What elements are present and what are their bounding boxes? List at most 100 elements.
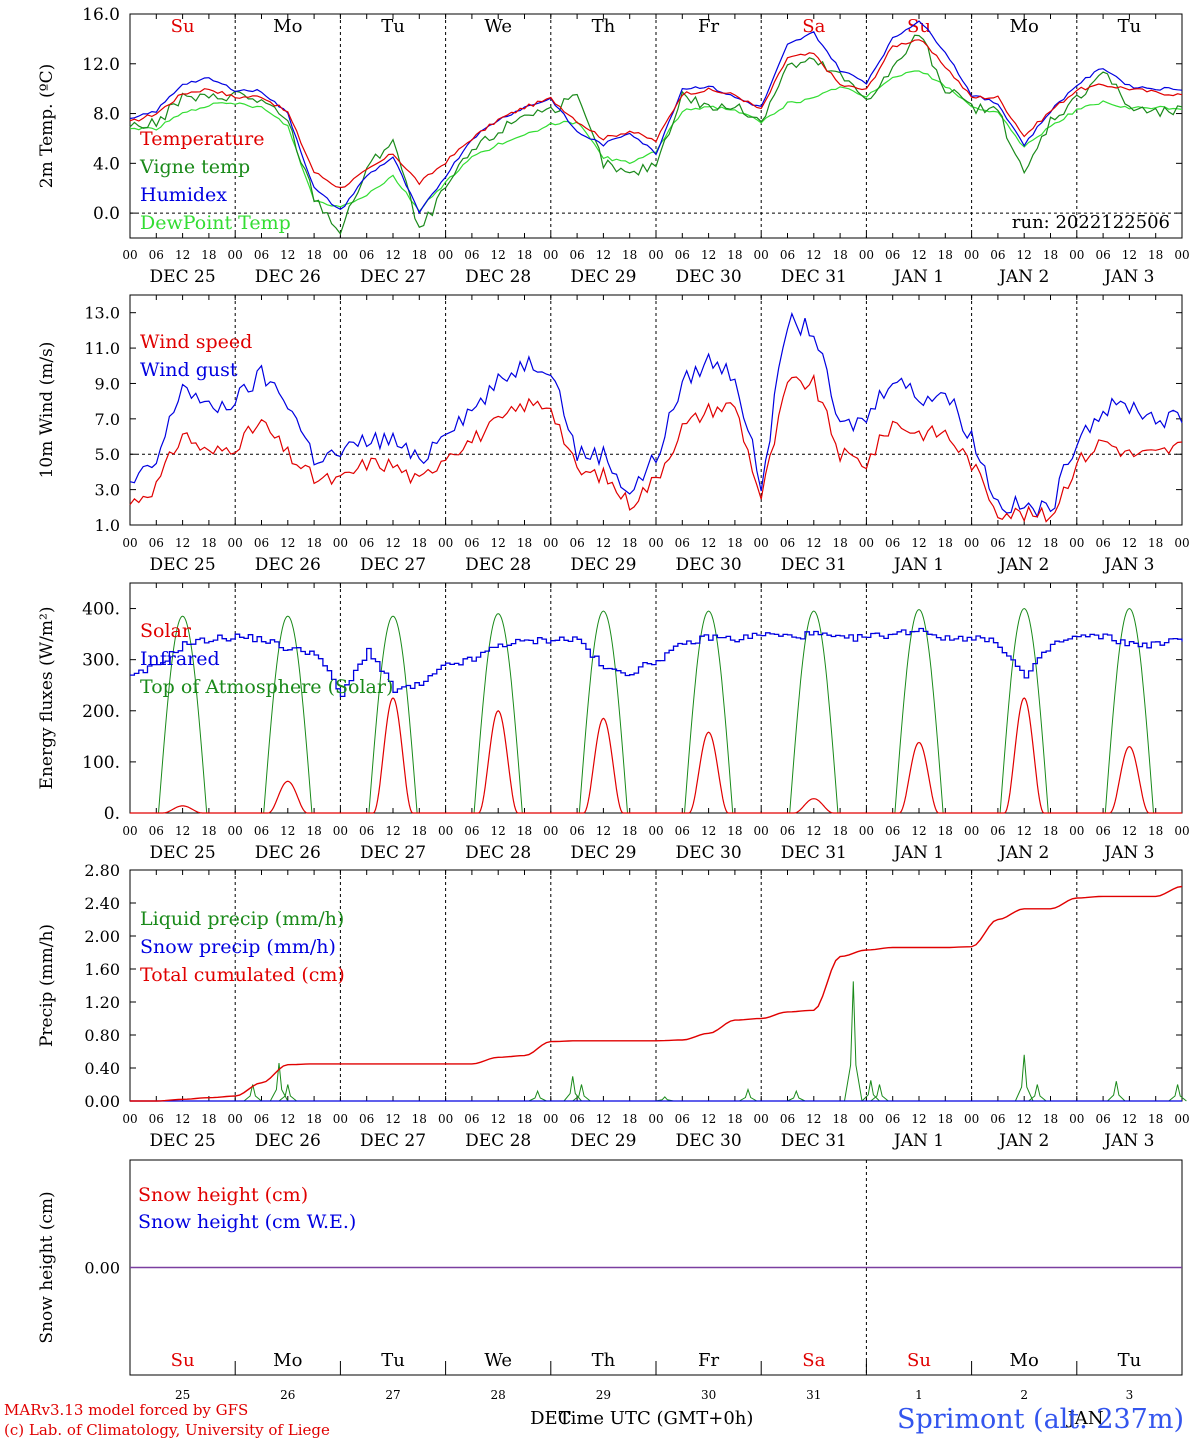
y-tick-label: 0.0 <box>93 204 120 224</box>
hour-tick-label: 12 <box>1017 536 1032 550</box>
hour-tick-label: 06 <box>464 1112 479 1126</box>
weekday-label: Tu <box>381 16 405 37</box>
hour-tick-label: 12 <box>385 248 400 262</box>
hour-tick-label: 06 <box>254 248 269 262</box>
hour-tick-label: 06 <box>675 536 690 550</box>
hour-tick-label: 06 <box>359 824 374 838</box>
hour-tick-label: 18 <box>938 824 953 838</box>
hour-tick-label: 12 <box>701 248 716 262</box>
panel-3: 400. 300. 200. 100. 0. Energy fluxes (W/m²) 00… <box>37 582 1190 863</box>
series-line-vigne-temp <box>129 34 1183 236</box>
hour-tick-label: 00 <box>1069 824 1084 838</box>
date-label: JAN 3 <box>1102 555 1154 575</box>
hour-tick-label: 18 <box>201 248 216 262</box>
hour-tick-label: 00 <box>648 536 663 550</box>
hour-tick-label: 18 <box>832 248 847 262</box>
legend-entry: Snow precip (mm/h) <box>140 936 336 958</box>
time-axis-label: Time UTC (GMT+0h) <box>559 1408 754 1429</box>
weekday-label: Su <box>907 1350 931 1371</box>
y-tick-label: 1.60 <box>84 960 120 979</box>
hour-tick-label: 06 <box>885 248 900 262</box>
station-name: Sprimont (alt. 237m) <box>897 1404 1184 1435</box>
hour-tick-label: 06 <box>569 824 584 838</box>
hour-tick-label: 00 <box>1069 536 1084 550</box>
liquid-precip-peak <box>572 1084 591 1102</box>
hour-tick-label: 06 <box>990 1112 1005 1126</box>
hour-tick-label: 12 <box>491 248 506 262</box>
solar-curve <box>656 731 762 814</box>
hour-tick-label: 12 <box>175 536 190 550</box>
date-label: DEC 28 <box>465 267 531 287</box>
date-label: JAN 2 <box>997 1131 1049 1151</box>
y-tick-label: 1.20 <box>84 993 120 1012</box>
hour-tick-label: 18 <box>727 824 742 838</box>
hour-tick-label: 18 <box>517 1112 532 1126</box>
liquid-precip-peak <box>1014 1054 1034 1102</box>
hour-tick-label: 12 <box>280 536 295 550</box>
weekday-label: Th <box>592 1350 616 1371</box>
y-axis-label: Energy fluxes (W/m²) <box>37 607 57 790</box>
hour-tick-label: 18 <box>727 1112 742 1126</box>
y-tick-label: 2.80 <box>84 861 120 880</box>
date-label: JAN 1 <box>892 267 944 287</box>
hour-tick-label: 00 <box>964 824 979 838</box>
toa-solar-curve <box>445 613 551 814</box>
hour-tick-label: 00 <box>333 536 348 550</box>
hour-tick-label: 18 <box>938 248 953 262</box>
hour-tick-label: 18 <box>201 1112 216 1126</box>
y-axis-label: 10m Wind (m/s) <box>37 342 57 479</box>
date-label: DEC 25 <box>150 843 216 863</box>
date-label: DEC 31 <box>781 267 847 287</box>
hour-tick-label: 18 <box>1043 248 1058 262</box>
liquid-precip-peak <box>278 1084 297 1102</box>
legend-entry: Snow height (cm) <box>138 1184 308 1206</box>
hour-tick-label: 18 <box>832 536 847 550</box>
hour-tick-label: 00 <box>228 248 243 262</box>
hour-tick-label: 06 <box>359 1112 374 1126</box>
hour-tick-label: 18 <box>727 248 742 262</box>
y-tick-label: 4.0 <box>93 154 120 174</box>
hour-tick-label: 06 <box>464 824 479 838</box>
hour-tick-label: 06 <box>569 248 584 262</box>
hour-tick-label: 06 <box>1095 536 1110 550</box>
date-label: JAN 3 <box>1102 1131 1154 1151</box>
hour-tick-label: 12 <box>491 824 506 838</box>
liquid-precip-peak <box>269 1062 289 1102</box>
hour-tick-label: 00 <box>754 536 769 550</box>
date-label: DEC 27 <box>360 843 426 863</box>
hour-tick-label: 12 <box>701 824 716 838</box>
hour-tick-label: 00 <box>543 1112 558 1126</box>
y-tick-label: 2.40 <box>84 894 120 913</box>
hour-tick-label: 06 <box>780 1112 795 1126</box>
infrared-line <box>130 627 1183 698</box>
hour-tick-label: 06 <box>254 824 269 838</box>
y-tick-label: 16.0 <box>82 5 120 25</box>
hour-tick-label: 12 <box>596 824 611 838</box>
y-tick-label: 3.0 <box>95 481 120 500</box>
legend-entry: DewPoint Temp <box>140 212 291 234</box>
weekday-label: Th <box>592 16 616 37</box>
y-tick-label: 9.0 <box>95 374 120 393</box>
hour-tick-label: 06 <box>149 536 164 550</box>
date-label: DEC 27 <box>360 555 426 575</box>
hour-tick-label: 12 <box>1017 1112 1032 1126</box>
hour-tick-label: 18 <box>306 536 321 550</box>
hour-tick-label: 00 <box>122 248 137 262</box>
hour-tick-label: 00 <box>122 1112 137 1126</box>
hour-tick-label: 00 <box>859 1112 874 1126</box>
hour-tick-label: 06 <box>254 1112 269 1126</box>
hour-tick-label: 18 <box>412 248 427 262</box>
y-tick-label: 0.40 <box>84 1059 120 1078</box>
weekday-label: Sa <box>802 16 825 37</box>
hour-tick-label: 12 <box>911 824 926 838</box>
solar-curve <box>550 717 656 814</box>
hour-tick-label: 12 <box>596 536 611 550</box>
y-tick-label: 0.80 <box>84 1026 120 1045</box>
date-label: DEC 25 <box>150 1131 216 1151</box>
liquid-precip-peak <box>528 1089 547 1102</box>
hour-tick-label: 00 <box>438 824 453 838</box>
hour-tick-label: 12 <box>1122 248 1137 262</box>
date-label: JAN 1 <box>892 843 944 863</box>
run-annotation: run: 2022122506 <box>1012 212 1170 233</box>
